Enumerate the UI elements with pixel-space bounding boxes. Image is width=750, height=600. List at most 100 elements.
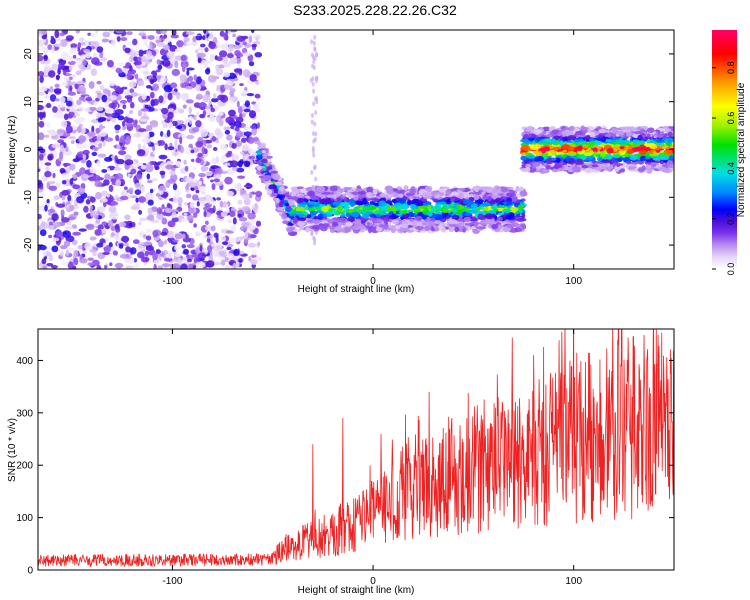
heatmap-cell	[409, 218, 414, 223]
heatmap-cell	[129, 65, 133, 72]
heatmap-cell	[198, 261, 206, 268]
heatmap-cell	[226, 246, 232, 251]
heatmap-cell	[430, 190, 439, 196]
heatmap-cell	[519, 190, 528, 197]
heatmap-cell	[469, 193, 474, 197]
heatmap-cell	[83, 49, 91, 54]
heatmap-cell	[467, 209, 478, 214]
heatmap-cell	[48, 70, 56, 78]
heatmap-cell	[256, 141, 261, 146]
heatmap-cell	[218, 111, 224, 116]
heatmap-cell	[118, 244, 124, 249]
heatmap-cell	[167, 178, 176, 184]
heatmap-cell	[257, 241, 261, 247]
heatmap-cell	[165, 208, 173, 214]
heatmap-cell	[100, 57, 108, 62]
heatmap-cell	[223, 62, 231, 68]
heatmap-cell	[533, 129, 543, 134]
heatmap-cell	[169, 209, 179, 213]
heatmap-cell	[219, 200, 224, 208]
heatmap-cell	[77, 187, 85, 195]
heatmap-cell	[125, 136, 131, 144]
heatmap-cell	[403, 185, 409, 191]
heatmap-cell	[67, 91, 77, 96]
heatmap-cell	[191, 254, 200, 258]
heatmap-cell	[42, 111, 46, 119]
heatmap-cell	[238, 216, 248, 222]
heatmap-cell	[347, 193, 354, 199]
heatmap-cell	[281, 213, 288, 220]
heatmap-cell	[55, 230, 63, 238]
heatmap-cell	[371, 198, 380, 202]
heatmap-cell	[95, 191, 102, 200]
heatmap-cell	[236, 167, 245, 173]
heatmap-cell	[614, 144, 621, 147]
heatmap-cell	[129, 88, 135, 93]
heatmap-cell	[76, 126, 82, 133]
heatmap-cell	[48, 221, 54, 226]
heatmap-cell	[103, 245, 111, 253]
heatmap-cell	[210, 179, 214, 183]
heatmap-cell	[141, 137, 151, 144]
heatmap-cell	[279, 186, 285, 192]
heatmap-cell	[473, 195, 480, 201]
heatmap-cell	[520, 144, 531, 151]
colorbar-tick-label: 0.0	[726, 263, 736, 276]
heatmap-cell	[97, 117, 107, 122]
heatmap-cell	[167, 92, 173, 101]
heatmap-cell	[664, 149, 673, 155]
heatmap-cell	[192, 166, 197, 170]
heatmap-cell	[38, 160, 45, 167]
heatmap-cell	[48, 234, 53, 239]
heatmap-cell	[166, 230, 175, 239]
heatmap-cell	[62, 71, 67, 75]
heatmap-cell	[511, 207, 516, 213]
heatmap-cell	[128, 81, 137, 88]
heatmap-cell	[51, 143, 61, 149]
heatmap-cell	[228, 72, 237, 80]
heatmap-cell	[649, 153, 656, 157]
heatmap-cell	[108, 206, 117, 213]
heatmap-cell	[594, 140, 599, 144]
heatmap-cell	[89, 236, 97, 241]
heatmap-cell	[129, 55, 134, 63]
heatmap-cell	[284, 202, 290, 207]
heatmap-cell	[47, 223, 55, 230]
heatmap-cell	[148, 131, 155, 138]
heatmap-cell	[155, 249, 161, 255]
heatmap-cell	[95, 97, 100, 102]
heatmap-cell	[198, 180, 202, 185]
heatmap-cell	[118, 221, 127, 228]
heatmap-cell	[174, 233, 183, 240]
heatmap-cell	[251, 101, 257, 105]
heatmap-cell	[120, 135, 126, 144]
heatmap-cell	[362, 197, 367, 203]
heatmap-cell	[108, 30, 113, 34]
heatmap-cell	[113, 167, 122, 171]
heatmap-cell	[223, 72, 231, 78]
heatmap-cell	[158, 95, 164, 104]
heatmap-cell	[43, 95, 50, 99]
heatmap-cell	[176, 40, 184, 48]
heatmap-cell	[117, 69, 123, 74]
heatmap-cell	[87, 262, 96, 267]
heatmap-cell	[247, 242, 257, 248]
heatmap-cell	[57, 62, 65, 70]
heatmap-cell	[87, 257, 94, 261]
heatmap-cell	[227, 30, 231, 35]
heatmap-cell	[59, 101, 65, 108]
heatmap-cell	[187, 207, 194, 214]
heatmap-cell	[109, 262, 113, 267]
heatmap-cell	[118, 150, 127, 156]
heatmap-cell	[72, 174, 78, 180]
heatmap-cell	[297, 197, 305, 203]
heatmap-cell	[38, 120, 45, 128]
heatmap-cell	[85, 97, 93, 102]
heatmap-cell	[117, 115, 125, 121]
heatmap-cell	[155, 193, 161, 197]
heatmap-cell	[110, 215, 119, 220]
heatmap-cell	[188, 75, 194, 82]
heatmap-cell	[137, 251, 145, 259]
heatmap-cell	[450, 191, 459, 196]
heatmap-cell	[82, 149, 90, 156]
